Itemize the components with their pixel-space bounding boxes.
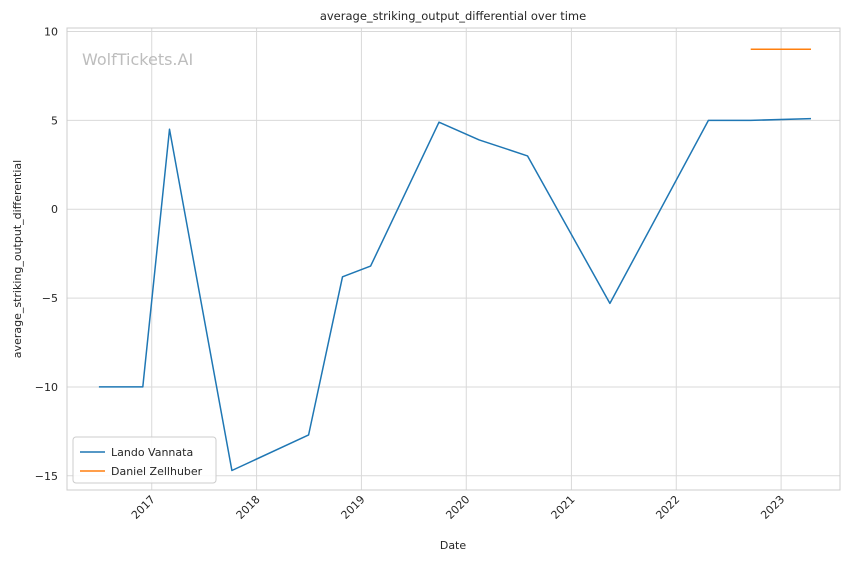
legend-label-lando-vannata: Lando Vannata — [111, 446, 193, 459]
y-tick-label: −15 — [35, 470, 58, 483]
x-tick-label: 2023 — [758, 493, 787, 522]
y-tick-label: −5 — [42, 292, 58, 305]
chart-title: average_striking_output_differential ove… — [320, 9, 586, 23]
plot-frame — [66, 27, 841, 491]
legend: Lando Vannata Daniel Zellhuber — [72, 436, 217, 484]
y-tick-label: 10 — [44, 26, 58, 39]
x-tick-label: 2022 — [653, 493, 682, 522]
series-line-lando-vannata — [98, 117, 812, 472]
x-axis-label: Date — [440, 539, 467, 552]
x-tick-label: 2017 — [129, 493, 158, 522]
y-tick-label: 5 — [51, 114, 58, 127]
series-layer — [98, 48, 812, 472]
watermark: WolfTickets.AI — [82, 50, 193, 69]
legend-box — [72, 436, 217, 484]
x-tick-label: 2018 — [234, 493, 263, 522]
legend-label-daniel-zellhuber: Daniel Zellhuber — [111, 465, 203, 478]
x-tick-label: 2020 — [443, 493, 472, 522]
x-tick-label: 2021 — [549, 493, 578, 522]
y-axis-label: average_striking_output_differential — [11, 160, 24, 358]
y-tick-label: −10 — [35, 381, 58, 394]
y-tick-label: 0 — [51, 203, 58, 216]
x-tick-label: 2019 — [339, 493, 368, 522]
grid — [67, 28, 840, 490]
